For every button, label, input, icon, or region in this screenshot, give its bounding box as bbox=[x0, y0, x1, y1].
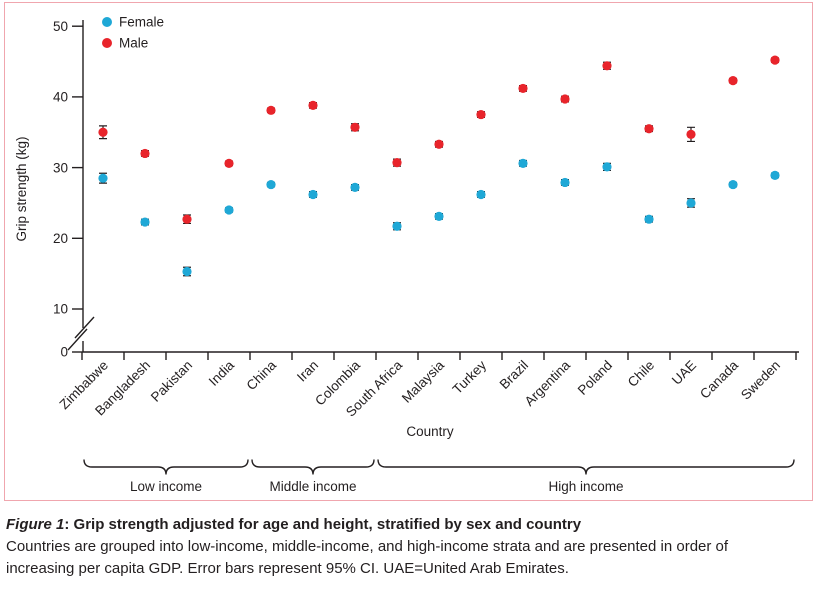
point-male-south-africa bbox=[392, 158, 402, 168]
point-female-canada bbox=[728, 179, 738, 190]
brace-middle-income bbox=[251, 459, 375, 475]
point-female-china bbox=[266, 179, 276, 190]
figure-panel bbox=[4, 2, 813, 501]
point-male-india bbox=[224, 158, 234, 168]
caption-body-line-1: Countries are grouped into low-income, m… bbox=[6, 538, 729, 555]
point-female-pakistan bbox=[182, 266, 192, 277]
x-tick-label-poland: Poland bbox=[575, 358, 615, 398]
x-tick-label-iran: Iran bbox=[294, 358, 321, 385]
x-tick-label-argentina: Argentina bbox=[522, 357, 574, 409]
point-female-iran bbox=[308, 189, 318, 200]
caption-body-line-2: increasing per capita GDP. Error bars re… bbox=[6, 560, 569, 577]
figure-caption: Figure 1: Grip strength adjusted for age… bbox=[6, 514, 818, 580]
x-tick-label-malaysia: Malaysia bbox=[399, 357, 448, 406]
caption-title: : Grip strength adjusted for age and hei… bbox=[64, 516, 582, 533]
point-male-canada bbox=[728, 76, 738, 86]
point-female-zimbabwe bbox=[98, 173, 108, 183]
y-tick-label: 10 bbox=[53, 302, 68, 317]
point-female-sweden bbox=[770, 170, 780, 180]
point-male-malaysia bbox=[434, 139, 444, 149]
legend-marker-female bbox=[102, 17, 112, 27]
brace-low-income bbox=[83, 459, 249, 475]
point-female-south-africa bbox=[392, 221, 402, 231]
caption-title-line: Figure 1: Grip strength adjusted for age… bbox=[6, 514, 818, 536]
point-male-poland bbox=[602, 61, 612, 71]
x-tick-label-canada: Canada bbox=[697, 357, 741, 401]
legend-label-female: Female bbox=[119, 15, 164, 30]
y-tick-label: 40 bbox=[53, 90, 68, 105]
point-male-chile bbox=[644, 124, 654, 134]
point-male-iran bbox=[308, 100, 318, 110]
y-tick-label: 50 bbox=[53, 19, 68, 34]
x-tick-label-uae: UAE bbox=[669, 358, 699, 388]
x-tick-label-turkey: Turkey bbox=[450, 357, 490, 397]
y-axis-break-icon bbox=[67, 316, 95, 351]
x-axis-title: Country bbox=[406, 424, 454, 439]
point-female-turkey bbox=[476, 189, 486, 200]
point-female-brazil bbox=[518, 158, 528, 168]
caption-figure-label: Figure 1 bbox=[6, 516, 65, 533]
point-male-uae bbox=[686, 129, 696, 139]
point-male-china bbox=[266, 105, 276, 115]
point-male-brazil bbox=[518, 83, 528, 94]
point-male-argentina bbox=[560, 94, 570, 104]
legend-label-male: Male bbox=[119, 36, 148, 51]
point-male-zimbabwe bbox=[98, 127, 108, 137]
x-tick-label-india: India bbox=[206, 357, 238, 389]
x-tick-label-brazil: Brazil bbox=[497, 358, 531, 392]
legend-marker-male bbox=[102, 38, 112, 48]
point-female-bangladesh bbox=[140, 217, 150, 227]
point-male-pakistan bbox=[182, 214, 192, 224]
point-male-sweden bbox=[770, 55, 780, 65]
point-male-turkey bbox=[476, 109, 486, 120]
x-tick-label-chile: Chile bbox=[625, 358, 657, 390]
y-tick-label: 0 bbox=[60, 345, 68, 360]
y-tick-label: 20 bbox=[53, 231, 68, 246]
point-female-poland bbox=[602, 162, 612, 172]
point-female-uae bbox=[686, 198, 696, 208]
group-label-middle-income: Middle income bbox=[269, 479, 356, 494]
brace-high-income bbox=[377, 459, 795, 475]
point-male-colombia bbox=[350, 122, 360, 132]
group-label-high-income: High income bbox=[548, 479, 623, 494]
x-tick-label-china: China bbox=[244, 357, 280, 393]
point-male-bangladesh bbox=[140, 148, 150, 159]
x-tick-label-sweden: Sweden bbox=[738, 358, 783, 403]
group-label-low-income: Low income bbox=[130, 479, 202, 494]
x-tick-label-pakistan: Pakistan bbox=[148, 358, 195, 405]
y-axis-title: Grip strength (kg) bbox=[14, 136, 29, 241]
point-female-chile bbox=[644, 214, 654, 224]
y-tick-label: 30 bbox=[53, 160, 68, 175]
point-female-colombia bbox=[350, 182, 360, 192]
point-female-argentina bbox=[560, 177, 570, 188]
point-female-india bbox=[224, 205, 234, 215]
point-female-malaysia bbox=[434, 211, 444, 221]
